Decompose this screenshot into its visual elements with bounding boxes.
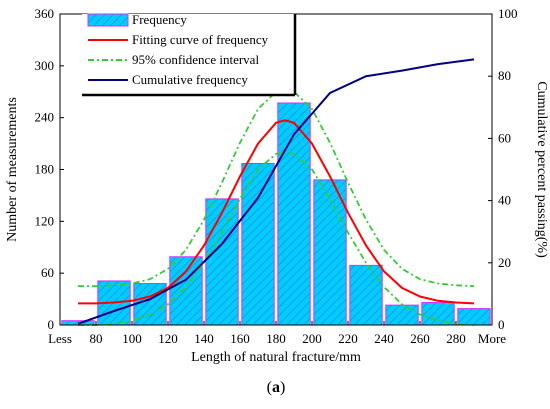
- y2-tick-label: 80: [498, 68, 511, 83]
- x-tick-label: More: [478, 331, 506, 346]
- legend: Frequency Fitting curve of frequency 95% c…: [82, 12, 297, 97]
- bar: [457, 308, 491, 326]
- y-tick-label: 180: [35, 162, 55, 177]
- fitting-curve-line: [78, 119, 475, 305]
- x-tick-label: 220: [338, 331, 358, 346]
- legend-swatch: [87, 13, 129, 27]
- caption-letter: a: [272, 379, 280, 396]
- x-tick-label: 180: [266, 331, 286, 346]
- x-tick-label: 200: [302, 331, 322, 346]
- y-tick-label: 60: [41, 265, 54, 280]
- ci-lower-line: [78, 151, 475, 326]
- bar: [241, 162, 275, 326]
- x-tick-label: 120: [158, 331, 178, 346]
- y2-tick-label: 100: [498, 6, 518, 21]
- x-tick-label: 80: [90, 331, 103, 346]
- x-axis-label: Length of natural fracture/mm: [191, 350, 361, 365]
- bar: [385, 304, 419, 326]
- legend-label: Cumulative frequency: [132, 72, 248, 87]
- y-tick-label: 360: [35, 6, 55, 21]
- y2-axis-label: Cumulative percent passing(%): [534, 81, 549, 258]
- x-tick-label: 140: [194, 331, 214, 346]
- y2-tick-label: 20: [498, 255, 511, 270]
- legend-label: Frequency: [132, 12, 187, 27]
- y2-tick-label: 40: [498, 193, 511, 208]
- bar: [277, 102, 311, 326]
- bar: [313, 179, 347, 326]
- x-tick-label: 160: [230, 331, 250, 346]
- x-tick-label: 240: [374, 331, 394, 346]
- y-tick-label: 240: [35, 110, 55, 125]
- frequency-bars: [61, 102, 491, 326]
- x-tick-label: 280: [446, 331, 466, 346]
- y-tick-label: 120: [35, 213, 55, 228]
- legend-box: [82, 14, 295, 95]
- caption-open: (: [267, 379, 272, 396]
- y-axis-label: Number of measurements: [5, 97, 20, 242]
- legend-label: Fitting curve of frequency: [132, 32, 269, 47]
- y-tick-label: 300: [35, 58, 55, 73]
- x-tick-label: 260: [410, 331, 430, 346]
- series-lines: [77, 58, 475, 326]
- x-tick-label: Less: [48, 331, 72, 346]
- caption-close: ): [280, 379, 285, 396]
- ci-upper-line: [78, 89, 475, 288]
- bar: [349, 264, 383, 326]
- axes: 0 60 120 180 240 300 360 0 20 40 60 80 100 Less 80 100 1…: [35, 6, 518, 346]
- legend-label: 95% confidence interval: [132, 52, 259, 67]
- y-tick-label: 0: [48, 317, 55, 332]
- y2-tick-label: 60: [498, 130, 511, 145]
- figure-caption: (a): [267, 379, 286, 396]
- bar: [205, 198, 239, 326]
- y2-tick-label: 0: [498, 317, 505, 332]
- cumulative-line: [77, 58, 475, 325]
- x-tick-label: 100: [122, 331, 142, 346]
